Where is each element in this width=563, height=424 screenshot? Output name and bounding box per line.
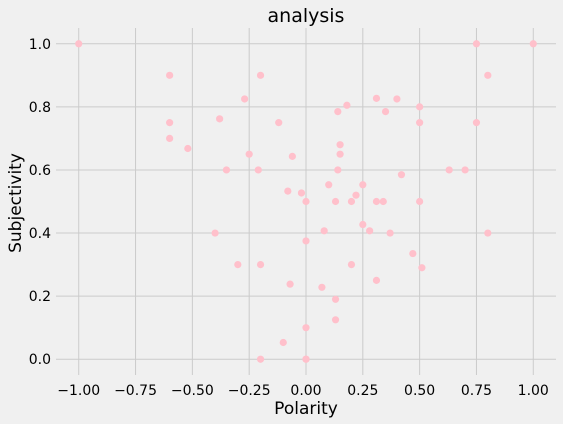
data-point <box>325 181 333 189</box>
data-point <box>472 119 481 127</box>
data-point <box>331 197 340 206</box>
data-point <box>461 166 469 174</box>
x-tick-label: −0.75 <box>114 383 157 399</box>
data-point <box>484 229 492 237</box>
data-point <box>366 227 374 235</box>
x-axis-label: Polarity <box>274 399 338 419</box>
data-point <box>409 249 417 258</box>
data-point <box>284 187 292 195</box>
chart-title: analysis <box>268 5 345 27</box>
y-tick-label: 0.8 <box>29 100 51 116</box>
data-point <box>279 338 287 347</box>
x-tick-label: 1.00 <box>518 383 549 399</box>
data-point <box>472 40 481 48</box>
data-point <box>397 171 406 179</box>
data-point <box>222 166 231 174</box>
data-point <box>359 181 367 189</box>
data-point <box>331 295 340 303</box>
data-point <box>275 119 283 127</box>
data-point <box>216 115 224 123</box>
data-point <box>336 141 344 149</box>
x-tick-labels: −1.00 −0.75 −0.50 −0.25 0.00 0.25 0.50 0.75 1.00 <box>57 383 549 399</box>
data-point <box>234 260 242 269</box>
y-tick-label: 0.0 <box>29 352 51 368</box>
data-point <box>372 276 381 284</box>
data-point <box>256 355 265 363</box>
data-point <box>184 144 192 153</box>
data-point <box>347 197 356 206</box>
data-points <box>75 40 537 363</box>
y-tick-label: 1.0 <box>29 37 51 53</box>
data-point <box>166 134 174 143</box>
data-point <box>318 283 326 291</box>
data-point <box>347 260 356 269</box>
data-point <box>286 280 294 288</box>
data-point <box>211 229 219 237</box>
y-tick-labels: 0.0 0.2 0.4 0.6 0.8 1.0 <box>29 37 51 368</box>
data-point <box>359 220 367 229</box>
data-point <box>166 71 174 79</box>
data-point <box>343 101 351 109</box>
x-tick-label: −0.50 <box>171 383 214 399</box>
y-axis-label: Subjectivity <box>6 153 26 253</box>
data-point <box>302 355 310 363</box>
data-point <box>418 264 426 272</box>
x-tick-label: −0.25 <box>228 383 271 399</box>
data-point <box>416 197 424 206</box>
data-point <box>416 103 424 111</box>
data-point <box>241 95 249 103</box>
data-point <box>529 40 537 48</box>
x-tick-label: 0.75 <box>461 383 492 399</box>
data-point <box>379 197 387 206</box>
data-point <box>245 150 253 158</box>
data-point <box>297 189 306 197</box>
data-point <box>256 71 265 79</box>
data-point <box>416 119 424 127</box>
data-point <box>254 166 262 174</box>
data-point <box>75 40 83 48</box>
x-tick-label: 0.25 <box>347 383 378 399</box>
data-point <box>334 107 342 116</box>
y-tick-label: 0.4 <box>29 226 51 242</box>
data-point <box>445 166 453 174</box>
x-tick-label: −1.00 <box>57 383 100 399</box>
y-tick-label: 0.2 <box>29 289 51 305</box>
data-point <box>336 150 344 158</box>
data-point <box>372 197 381 206</box>
data-point <box>352 191 360 199</box>
data-point <box>331 316 340 324</box>
data-point <box>302 237 310 245</box>
data-point <box>334 166 342 174</box>
y-tick-label: 0.6 <box>29 163 51 179</box>
data-point <box>166 119 174 127</box>
data-point <box>372 94 381 102</box>
data-point <box>381 107 390 116</box>
data-point <box>484 71 492 79</box>
x-tick-label: 0.00 <box>290 383 321 399</box>
data-point <box>288 152 296 160</box>
data-point <box>320 227 328 235</box>
data-point <box>386 229 394 237</box>
data-point <box>393 95 401 103</box>
data-point <box>302 197 310 206</box>
data-point <box>302 324 310 332</box>
x-tick-label: 0.50 <box>404 383 435 399</box>
data-point <box>256 260 265 269</box>
